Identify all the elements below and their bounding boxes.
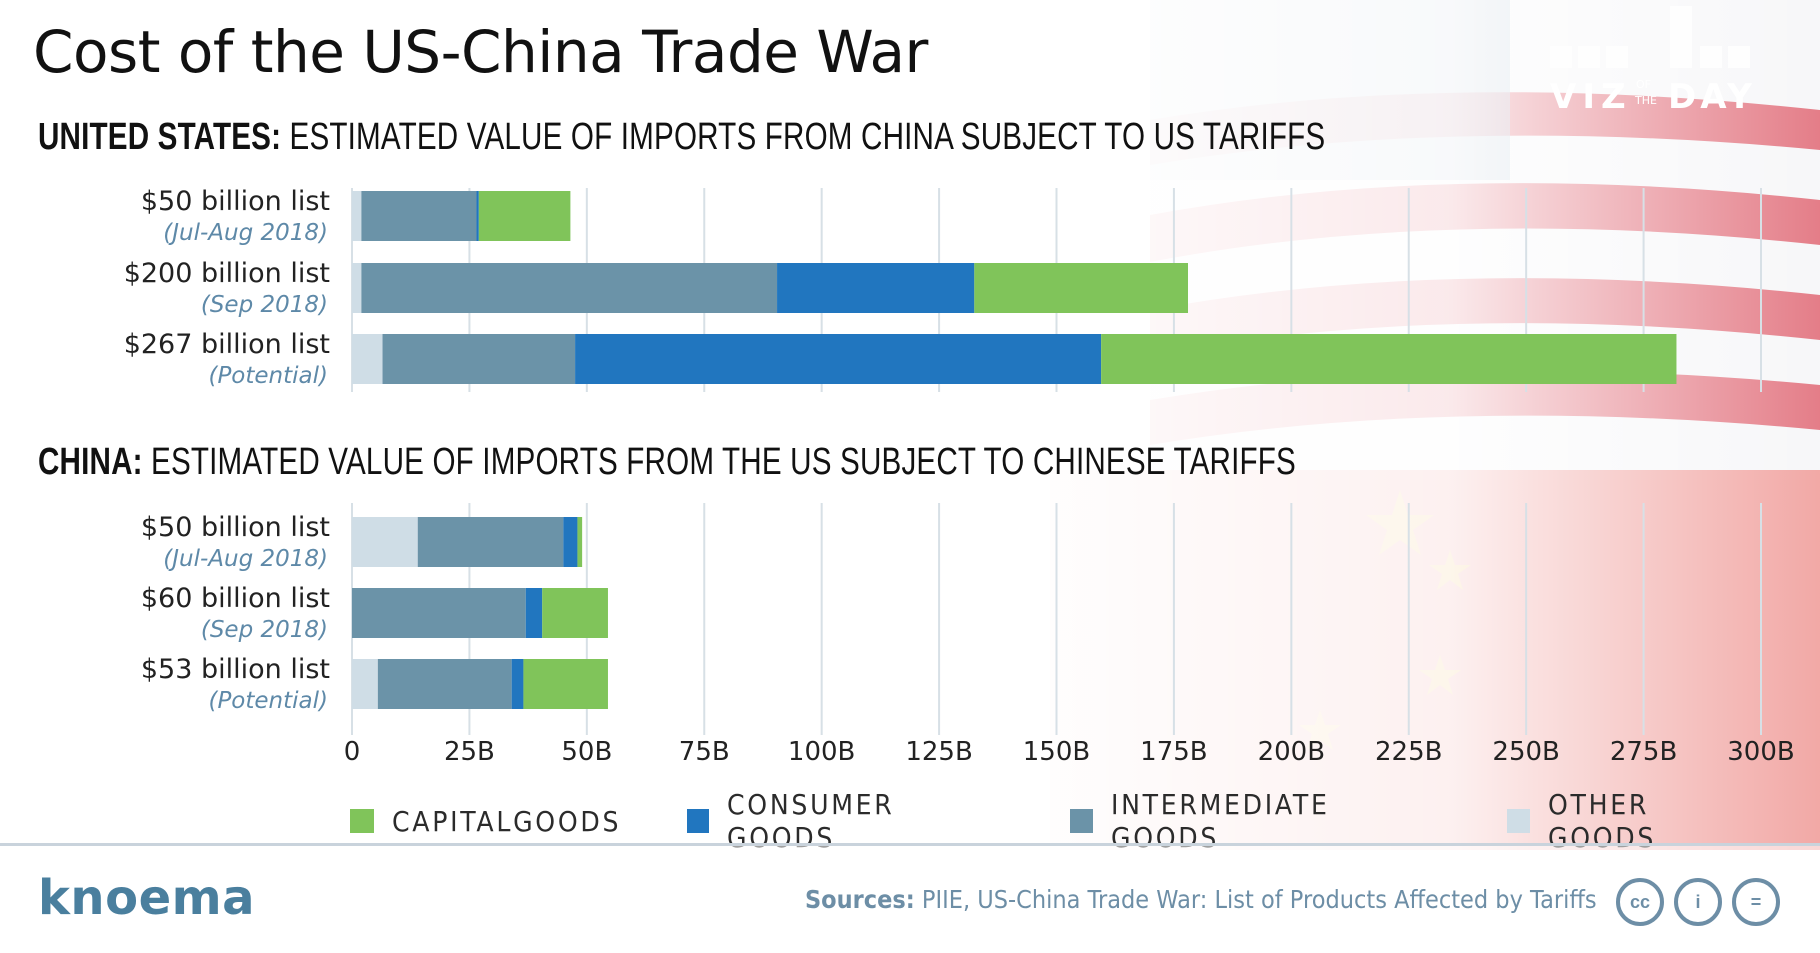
knoema-logo[interactable]: knoema [38, 870, 256, 926]
bar-segment [352, 588, 526, 638]
legend-label: CAPITALGOODS [392, 804, 622, 838]
x-tick-label: 100B [788, 737, 855, 767]
bar-segment [478, 191, 571, 241]
no-derivatives-icon[interactable]: = [1732, 878, 1780, 926]
bar-sublabel: (Jul-Aug 2018) [163, 220, 328, 246]
bar-segment [974, 263, 1189, 313]
bar-segment [352, 334, 383, 384]
bar-sublabel: (Sep 2018) [201, 292, 328, 318]
china-section-title: CHINA: ESTIMATED VALUE OF IMPORTS FROM T… [38, 441, 1296, 483]
bar-segment [563, 517, 578, 567]
bar-segment [352, 191, 362, 241]
bar-segment [525, 588, 543, 638]
bar-segment [352, 659, 378, 709]
sources-text: Sources: PIIE, US-China Trade War: List … [805, 885, 1597, 914]
x-tick-label: 275B [1610, 737, 1677, 767]
x-tick-label: 75B [679, 737, 730, 767]
x-tick-label: 125B [905, 737, 972, 767]
x-tick-label: 50B [561, 737, 612, 767]
bar-segment [476, 191, 479, 241]
bar-segment [377, 659, 512, 709]
stacked-bar-chart: 0 25B 50B 75B 100B 125B 150B 175B 200B 225B 250B 27… [124, 186, 1795, 767]
bar-label: $200 billion list [124, 258, 330, 289]
svg-text:THE: THE [1634, 94, 1657, 107]
bar-segment [1101, 334, 1677, 384]
bar-segment [523, 659, 608, 709]
bar-segment [575, 334, 1102, 384]
x-tick-label: 225B [1375, 737, 1442, 767]
legend-swatch [1507, 809, 1530, 833]
us-section-title: UNITED STATES: ESTIMATED VALUE OF IMPORT… [38, 116, 1326, 158]
x-tick-label: 150B [1023, 737, 1090, 767]
chart-title: Cost of the US-China Trade War [33, 18, 928, 86]
bar-segment [352, 517, 418, 567]
bar-sublabel: (Potential) [208, 363, 328, 389]
legend-label: CONSUMER GOODS [727, 788, 895, 854]
bar-label: $50 billion list [141, 512, 330, 543]
attribution-icon[interactable]: i [1674, 878, 1722, 926]
x-tick-label: 0 [344, 737, 361, 767]
creative-commons-icon[interactable]: cc [1616, 878, 1664, 926]
bar-sublabel: (Jul-Aug 2018) [163, 546, 328, 572]
bar-label: $53 billion list [141, 654, 330, 685]
bar-segment [777, 263, 975, 313]
bar-segment [361, 263, 778, 313]
footer-divider [0, 843, 1820, 846]
x-tick-label: 25B [444, 737, 495, 767]
bar-segment [577, 517, 583, 567]
bar-segment [511, 659, 524, 709]
license-icons[interactable]: cc i = [1616, 878, 1780, 926]
svg-text:DAY: DAY [1668, 77, 1756, 116]
bar-sublabel: (Sep 2018) [201, 617, 328, 643]
svg-text:OF: OF [1636, 78, 1651, 91]
viz-of-the-day-logo: VIZ OF THE DAY [1550, 6, 1756, 116]
x-tick-label: 250B [1492, 737, 1559, 767]
svg-text:VIZ: VIZ [1550, 77, 1632, 116]
bar-label: $60 billion list [141, 583, 330, 614]
footer [0, 846, 1820, 953]
legend-swatch [1069, 809, 1093, 833]
bar-segment [542, 588, 608, 638]
x-tick-label: 200B [1258, 737, 1325, 767]
bar-segment [382, 334, 576, 384]
legend-item: CAPITALGOODS [350, 788, 647, 854]
bar-label: $50 billion list [141, 186, 330, 217]
bar-segment [361, 191, 477, 241]
bar-segment [417, 517, 564, 567]
bar-segment [352, 263, 362, 313]
legend-swatch [686, 809, 710, 833]
legend-swatch [350, 809, 374, 833]
x-tick-label: 300B [1727, 737, 1794, 767]
bar-sublabel: (Potential) [208, 688, 328, 714]
legend-item: CONSUMER GOODS [686, 788, 1030, 854]
x-tick-label: 175B [1140, 737, 1207, 767]
bar-label: $267 billion list [124, 329, 330, 360]
